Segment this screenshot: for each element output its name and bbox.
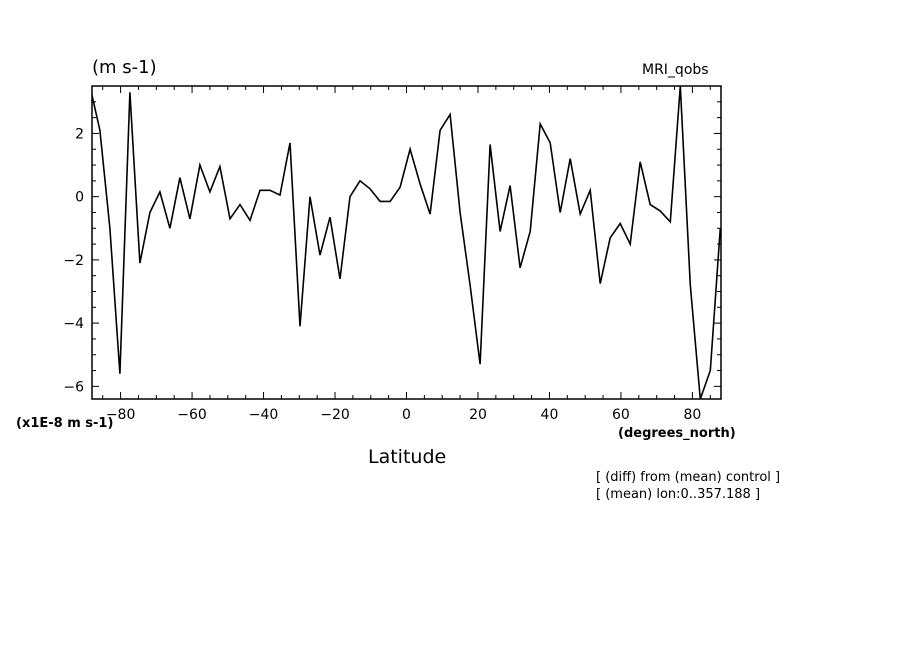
y-tick-label: 0 [75, 190, 84, 206]
y-multiplier-label: (x1E-8 m s-1) [16, 416, 114, 431]
y-units-label: (m s-1) [92, 57, 157, 78]
x-tick-label: 60 [612, 407, 630, 423]
x-units-label: (degrees_north) [618, 426, 736, 441]
x-tick-label: 0 [402, 407, 411, 423]
x-tick-label: −20 [320, 407, 350, 423]
x-tick-label: −60 [177, 407, 207, 423]
x-tick-label: 40 [541, 407, 559, 423]
y-tick-label: 2 [75, 126, 84, 142]
x-tick-label: −40 [249, 407, 279, 423]
x-axis-title: Latitude [368, 446, 447, 468]
y-tick-label: −2 [63, 253, 84, 269]
plot-frame [91, 85, 722, 400]
model-label: MRI_qobs [642, 62, 709, 78]
x-tick-label: 80 [683, 407, 701, 423]
y-tick-label: −6 [63, 379, 84, 395]
note-diff: [ (diff) from (mean) control ] [596, 470, 781, 485]
y-tick-label: −4 [63, 316, 84, 332]
note-mean: [ (mean) lon:0..357.188 ] [596, 487, 761, 502]
x-tick-label: 20 [469, 407, 487, 423]
x-tick-label: −80 [106, 407, 136, 423]
series-line [92, 86, 721, 399]
